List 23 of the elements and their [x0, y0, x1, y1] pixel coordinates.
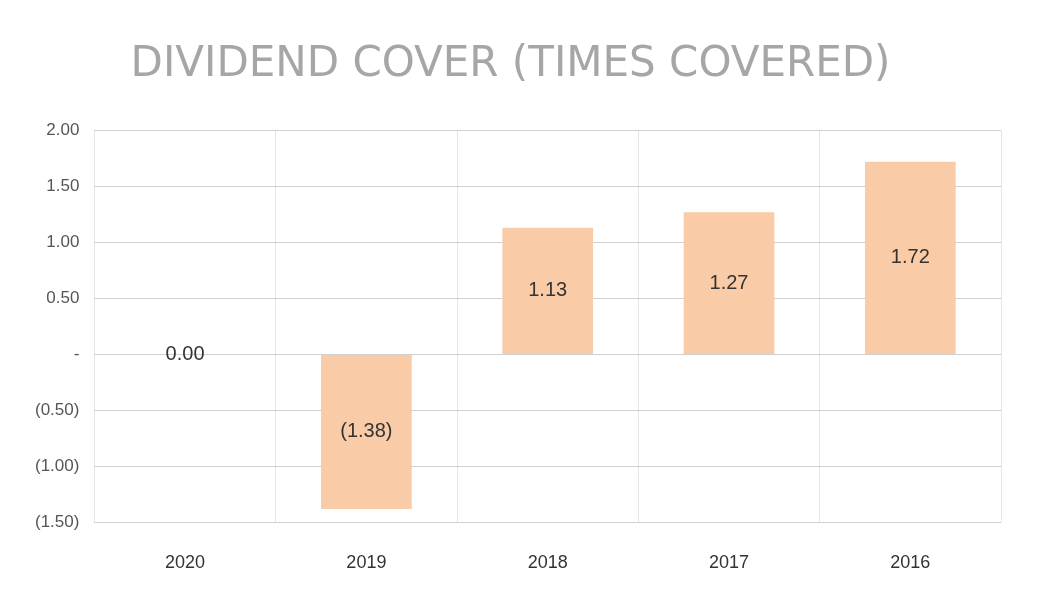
- y-tick-label: (1.50): [34, 512, 80, 532]
- x-tick-label: 2016: [890, 552, 931, 573]
- x-tick-label: 2017: [709, 552, 750, 573]
- bar: [865, 161, 956, 354]
- x-tick-label: 2019: [346, 552, 387, 573]
- x-tick-label: 2020: [165, 552, 206, 573]
- bar: [321, 354, 412, 509]
- bar: [683, 212, 775, 354]
- data-label: 1.27: [709, 270, 749, 293]
- y-tick-label: (0.50): [34, 400, 80, 420]
- chart-title: DIVIDEND COVER (TIMES COVERED): [130, 37, 891, 87]
- data-label: 1.72: [890, 245, 930, 268]
- y-tick-label: -: [73, 344, 80, 364]
- y-tick-label: 2.00: [46, 120, 80, 140]
- data-label: 1.13: [528, 278, 568, 301]
- y-tick-label: (1.00): [34, 456, 80, 476]
- y-tick-label: 1.00: [46, 232, 80, 252]
- y-tick-label: 0.50: [46, 288, 80, 308]
- bar: [502, 227, 594, 354]
- x-tick-label: 2018: [527, 552, 568, 573]
- y-tick-label: 1.50: [46, 176, 80, 196]
- data-label: (1.38): [340, 419, 393, 442]
- data-label: 0.00: [165, 341, 205, 364]
